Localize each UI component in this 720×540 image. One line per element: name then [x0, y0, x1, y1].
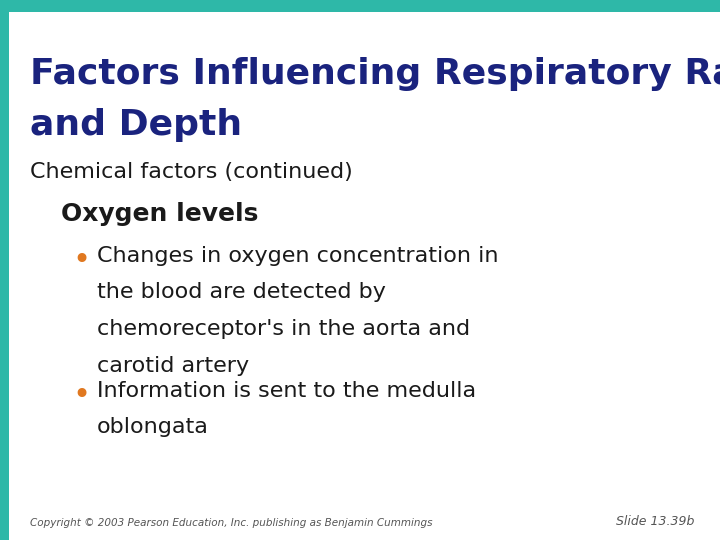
Text: •: •	[72, 381, 90, 410]
Text: chemoreceptor's in the aorta and: chemoreceptor's in the aorta and	[97, 319, 470, 339]
Text: Factors Influencing Respiratory Rate: Factors Influencing Respiratory Rate	[30, 57, 720, 91]
Text: Oxygen levels: Oxygen levels	[61, 202, 258, 226]
Bar	[0, 0, 9, 540]
Text: oblongata: oblongata	[97, 417, 209, 437]
Bar	[0, 0, 720, 12]
Text: Changes in oxygen concentration in: Changes in oxygen concentration in	[97, 246, 499, 266]
Text: carotid artery: carotid artery	[97, 356, 249, 376]
Text: •: •	[72, 246, 90, 275]
Text: Slide 13.39b: Slide 13.39b	[616, 515, 695, 528]
Text: the blood are detected by: the blood are detected by	[97, 282, 386, 302]
Text: Information is sent to the medulla: Information is sent to the medulla	[97, 381, 477, 401]
Text: Copyright © 2003 Pearson Education, Inc. publishing as Benjamin Cummings: Copyright © 2003 Pearson Education, Inc.…	[30, 518, 433, 528]
Text: Chemical factors (continued): Chemical factors (continued)	[30, 162, 353, 182]
Text: and Depth: and Depth	[30, 108, 243, 142]
